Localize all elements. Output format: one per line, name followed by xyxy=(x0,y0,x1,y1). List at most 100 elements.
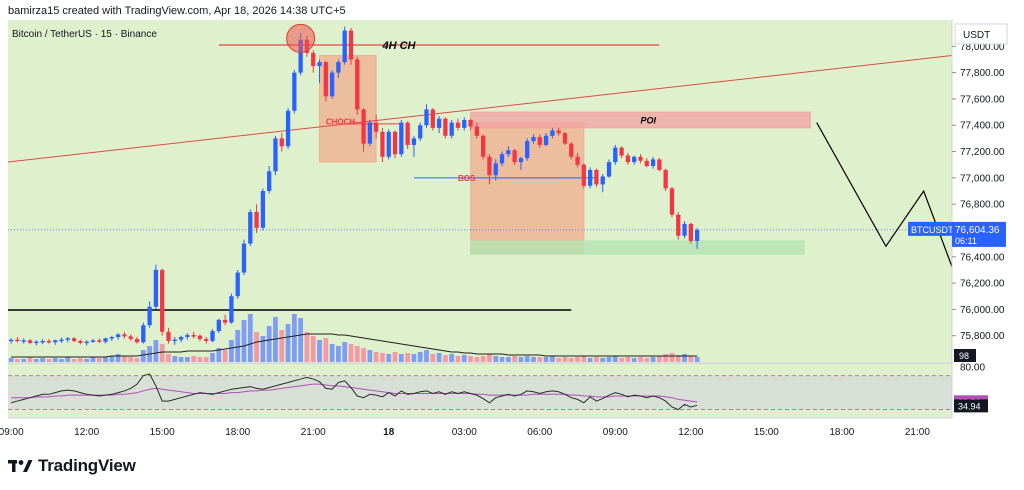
current-price-tag[interactable] xyxy=(952,221,1006,247)
candle[interactable] xyxy=(273,135,278,176)
candle[interactable] xyxy=(40,338,45,345)
candle[interactable] xyxy=(455,118,461,131)
candle[interactable] xyxy=(323,60,328,102)
candle[interactable] xyxy=(531,134,536,144)
candle[interactable] xyxy=(694,227,700,249)
candle[interactable] xyxy=(292,69,297,114)
candle[interactable] xyxy=(222,314,228,326)
candle[interactable] xyxy=(153,264,159,310)
candle[interactable] xyxy=(405,121,410,149)
candle[interactable] xyxy=(493,159,498,181)
candle[interactable] xyxy=(254,204,259,234)
candle[interactable] xyxy=(374,114,379,139)
candle[interactable] xyxy=(115,333,121,340)
candle[interactable] xyxy=(90,338,96,343)
candle[interactable] xyxy=(386,129,391,160)
candle[interactable] xyxy=(235,269,240,299)
candle[interactable] xyxy=(682,221,687,239)
projection-path[interactable] xyxy=(816,122,987,360)
candle[interactable] xyxy=(399,119,404,157)
candle[interactable] xyxy=(103,337,108,344)
currency-box[interactable]: USDT xyxy=(954,23,1008,45)
candle[interactable] xyxy=(27,338,33,345)
candle[interactable] xyxy=(632,155,637,165)
candle[interactable] xyxy=(204,337,209,344)
candle[interactable] xyxy=(518,156,524,170)
candle[interactable] xyxy=(109,335,114,341)
candle[interactable] xyxy=(487,154,492,185)
candle[interactable] xyxy=(650,156,656,169)
candle[interactable] xyxy=(367,119,373,147)
candle[interactable] xyxy=(178,335,184,343)
candle[interactable] xyxy=(197,334,203,341)
candle[interactable] xyxy=(248,209,253,247)
candle[interactable] xyxy=(411,135,417,157)
candle[interactable] xyxy=(688,222,693,244)
candle[interactable] xyxy=(613,144,618,165)
candle[interactable] xyxy=(663,168,668,191)
candle[interactable] xyxy=(600,173,605,193)
candle[interactable] xyxy=(78,339,83,345)
candle[interactable] xyxy=(562,131,568,145)
candle[interactable] xyxy=(59,337,64,343)
candle[interactable] xyxy=(594,168,599,188)
candle[interactable] xyxy=(436,116,442,134)
candle[interactable] xyxy=(65,337,70,343)
candle[interactable] xyxy=(141,322,146,344)
candle[interactable] xyxy=(229,293,234,324)
candle[interactable] xyxy=(506,146,511,157)
candle[interactable] xyxy=(348,27,354,65)
candle[interactable] xyxy=(499,151,505,167)
candle[interactable] xyxy=(53,339,58,345)
candle[interactable] xyxy=(46,338,52,344)
candle[interactable] xyxy=(210,329,215,343)
candle[interactable] xyxy=(34,340,39,346)
candle[interactable] xyxy=(575,152,580,168)
candle[interactable] xyxy=(134,337,140,344)
candle[interactable] xyxy=(443,117,448,139)
candle[interactable] xyxy=(241,239,247,276)
candle[interactable] xyxy=(122,331,127,339)
candle[interactable] xyxy=(84,340,89,346)
candle[interactable] xyxy=(481,134,486,160)
candle[interactable] xyxy=(669,187,675,218)
candle[interactable] xyxy=(537,134,542,148)
candle[interactable] xyxy=(329,69,335,99)
candle[interactable] xyxy=(191,331,196,339)
candle[interactable] xyxy=(418,122,423,142)
candle[interactable] xyxy=(172,337,177,345)
candle[interactable] xyxy=(185,333,190,340)
candle[interactable] xyxy=(449,119,454,139)
candle[interactable] xyxy=(468,118,473,131)
candle[interactable] xyxy=(638,154,643,164)
candle[interactable] xyxy=(21,338,26,344)
top-marker-circle[interactable] xyxy=(286,23,316,53)
candle[interactable] xyxy=(512,148,517,165)
candle[interactable] xyxy=(525,138,530,161)
candle[interactable] xyxy=(9,338,14,344)
candle[interactable] xyxy=(587,167,593,189)
candle[interactable] xyxy=(97,338,102,343)
candle[interactable] xyxy=(625,152,631,165)
candle[interactable] xyxy=(424,104,429,128)
candle[interactable] xyxy=(355,56,360,115)
candle[interactable] xyxy=(581,163,586,189)
candle[interactable] xyxy=(606,159,612,178)
candle[interactable] xyxy=(336,59,341,78)
candle[interactable] xyxy=(380,127,385,163)
trendline[interactable] xyxy=(8,55,952,163)
candle[interactable] xyxy=(550,127,555,139)
candle[interactable] xyxy=(147,301,152,328)
candle[interactable] xyxy=(15,337,20,343)
candle[interactable] xyxy=(644,158,649,168)
candle[interactable] xyxy=(216,318,221,334)
candle[interactable] xyxy=(556,127,561,136)
candle[interactable] xyxy=(430,108,435,131)
candle[interactable] xyxy=(474,122,479,139)
candle[interactable] xyxy=(267,166,272,194)
candle[interactable] xyxy=(279,133,284,152)
candle[interactable] xyxy=(543,133,549,147)
candle[interactable] xyxy=(128,334,133,341)
tradingview-logo[interactable]: TradingView xyxy=(8,456,136,476)
candle[interactable] xyxy=(619,146,624,159)
